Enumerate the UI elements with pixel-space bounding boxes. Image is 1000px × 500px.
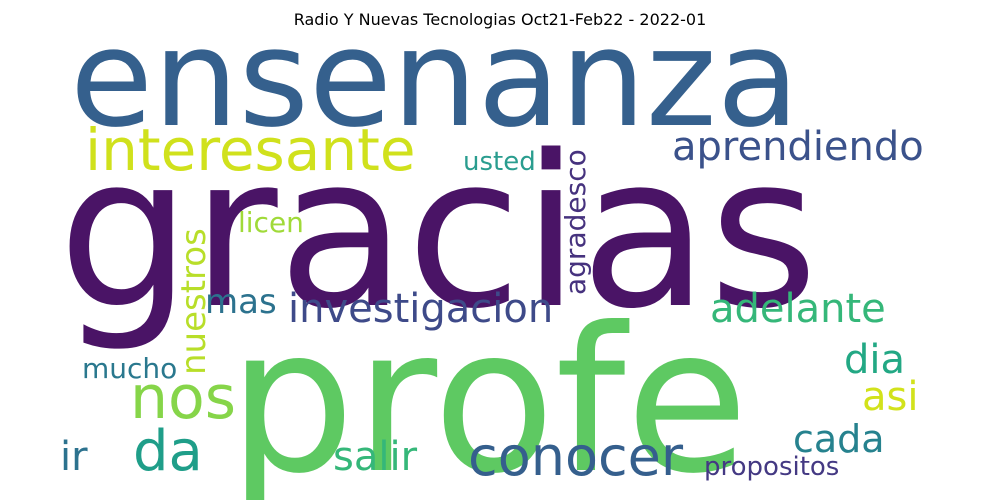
word-interesante: interesante (85, 116, 416, 184)
word-nuestros: nuestros (174, 228, 214, 375)
wordcloud-title: Radio Y Nuevas Tecnologias Oct21-Feb22 -… (293, 10, 707, 29)
word-usted: usted (463, 147, 536, 177)
word-propositos: propositos (704, 452, 839, 482)
word-cada: cada (793, 417, 885, 461)
word-ensenanza: ensenanza (70, 0, 799, 157)
word-salir: salir (333, 434, 418, 480)
word-dia: dia (844, 337, 905, 383)
word-da: da (133, 419, 203, 484)
word-nos: nos (130, 363, 236, 433)
word-licen: licen (238, 206, 304, 239)
word-adelante: adelante (710, 286, 886, 332)
word-mas: mas (205, 282, 277, 322)
word-agradesco: agradesco (559, 149, 592, 295)
word-ir: ir (60, 434, 88, 480)
word-mucho: mucho (82, 352, 177, 385)
word-gracias: gracias (58, 110, 818, 355)
word-profe: profe (228, 285, 749, 500)
word-asi: asi (862, 374, 918, 420)
word-aprendiendo: aprendiendo (672, 124, 924, 170)
word-investigacion: investigacion (288, 286, 553, 332)
word-conocer: conocer (468, 425, 684, 488)
